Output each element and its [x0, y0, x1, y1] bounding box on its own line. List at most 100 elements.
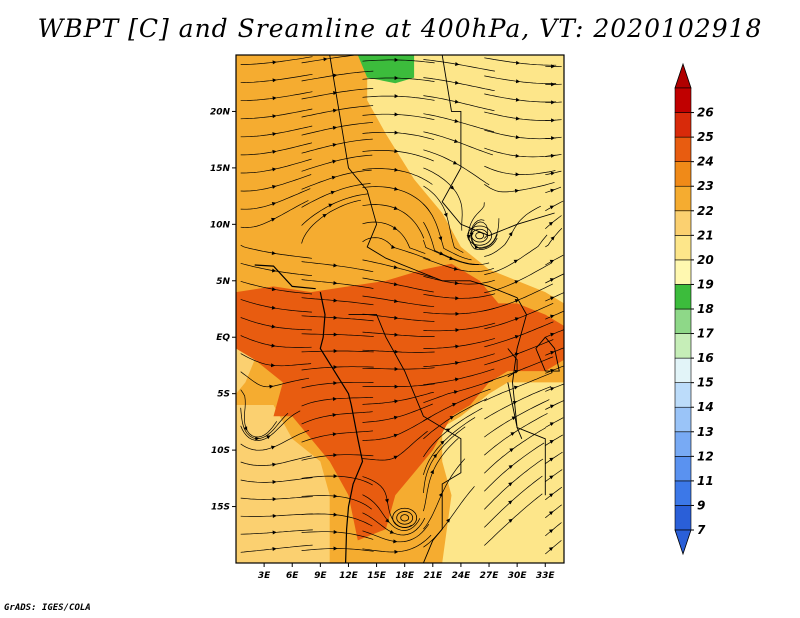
streamline-arrow-149 [508, 465, 513, 469]
streamline-135 [362, 430, 428, 461]
streamline-arrow-153 [389, 530, 395, 534]
streamline-arrow-76 [454, 281, 459, 286]
streamline-arrow-47 [514, 188, 520, 193]
streamline-arrow-8 [333, 73, 338, 78]
streamline-arrow-111 [394, 384, 399, 389]
gulf-coastline [254, 264, 316, 290]
streamline-85 [240, 317, 312, 331]
streamline-45 [362, 186, 430, 212]
streamline-73 [240, 280, 313, 295]
streamline-arrow-150 [549, 493, 554, 498]
streamline-arrow-3 [394, 57, 399, 62]
streamline-arrow-142 [440, 440, 445, 445]
streamline-arrow-155 [508, 482, 513, 487]
streamline-arrow-46 [443, 212, 448, 218]
streamline-arrow-74 [333, 281, 338, 286]
streamline-arrow-79 [271, 305, 276, 310]
streamline-arrow-49 [271, 202, 277, 206]
streamline-arrow-164 [333, 546, 338, 551]
streamline-arrow-39 [394, 167, 399, 172]
west-coastline [319, 291, 364, 563]
streamline-arrow-72 [549, 259, 555, 264]
streamline-107 [484, 339, 554, 366]
streamline-arrow-84 [550, 296, 555, 301]
field-north-green [357, 55, 415, 84]
streamline-57 [362, 221, 426, 254]
streamline-105 [362, 367, 435, 370]
streamline-140 [301, 475, 373, 486]
streamline-79 [240, 299, 312, 313]
lake-victoria [535, 336, 560, 372]
streamline-91 [240, 335, 312, 348]
streamline-arrow-133 [272, 462, 277, 467]
streamline-arrow-148 [432, 453, 438, 459]
colorbar-label-16: 16 [697, 351, 714, 365]
streamline-arrow-138 [549, 457, 554, 462]
colorbar-segment-24 [674, 136, 692, 162]
y-tick-label-20N: 20N [210, 107, 231, 117]
streamline-32 [301, 138, 373, 154]
streamline-83 [484, 262, 552, 293]
colorbar-segment-16 [674, 333, 692, 359]
streamline-arrow-19 [272, 114, 277, 119]
colorbar-label-25: 25 [697, 130, 714, 144]
streamline-arrow-34 [452, 160, 458, 165]
streamline-arrow-88 [455, 311, 460, 316]
streamline-arrow-63 [391, 244, 396, 249]
streamline-14 [301, 88, 374, 100]
streamline-58 [423, 221, 479, 265]
streamline-139 [240, 477, 313, 483]
colorbar-segment-12 [674, 431, 692, 457]
streamline-arrow-151 [272, 513, 277, 518]
streamline-arrow-9 [394, 76, 399, 81]
streamline-arrow-124 [452, 402, 457, 407]
streamline-4 [423, 59, 495, 72]
lake-tanganyika [507, 382, 523, 439]
streamline-arrow-120 [549, 404, 555, 409]
streamline-arrow-36 [550, 153, 555, 158]
x-tick-label-3E: 3E [258, 571, 271, 581]
streamline-arrow-166 [446, 518, 451, 523]
streamline-166 [423, 486, 475, 548]
streamline-arrow-22 [454, 119, 459, 123]
chart-title: WBPT [C] and Sreamline at 400hPa, VT: 20… [37, 14, 763, 43]
streamline-47 [484, 182, 555, 193]
x-tick-label-12E: 12E [339, 571, 359, 581]
field-southwest [236, 405, 330, 563]
streamline-arrow-160 [438, 492, 443, 497]
streamline-61 [240, 244, 312, 259]
streamline-arrow-71 [508, 231, 513, 237]
streamline-arrow-77 [513, 259, 519, 264]
streamline-93 [362, 331, 435, 337]
streamline-117 [362, 392, 434, 405]
streamline-arrow-98 [333, 349, 338, 354]
streamline-arrow-73 [271, 287, 277, 292]
streamline-arrow-1 [272, 60, 277, 65]
colorbar-label-11: 11 [697, 474, 714, 488]
colorbar-segment-20 [674, 235, 692, 261]
streamline-51 [362, 204, 425, 239]
streamline-52 [423, 203, 472, 261]
streamline-41 [484, 165, 556, 175]
streamline-arrow-143 [509, 448, 514, 453]
streamline-71 [484, 205, 541, 257]
streamline-arrow-26 [332, 125, 338, 130]
streamline-97 [240, 353, 312, 367]
streamline-arrow-122 [332, 413, 337, 418]
streamline-arrow-14 [333, 91, 338, 96]
streamline-arrow-10 [454, 80, 460, 85]
streamline-arrow-62 [322, 214, 327, 218]
streamline-124 [423, 388, 491, 422]
streamline-arrow-159 [393, 539, 398, 544]
x-tick-label-21E: 21E [423, 571, 443, 581]
streamline-138 [545, 451, 563, 464]
streamline-55 [240, 200, 309, 228]
colorbar-segment-26 [674, 87, 692, 113]
streamline-arrow-167 [508, 518, 513, 523]
inland-border-2 [441, 55, 555, 237]
streamline-80 [301, 297, 374, 306]
streamline-arrow-50 [330, 190, 336, 195]
streamline-arrow-163 [272, 546, 277, 551]
streamline-arrow-51 [393, 206, 399, 210]
streamline-arrow-17 [515, 97, 520, 102]
